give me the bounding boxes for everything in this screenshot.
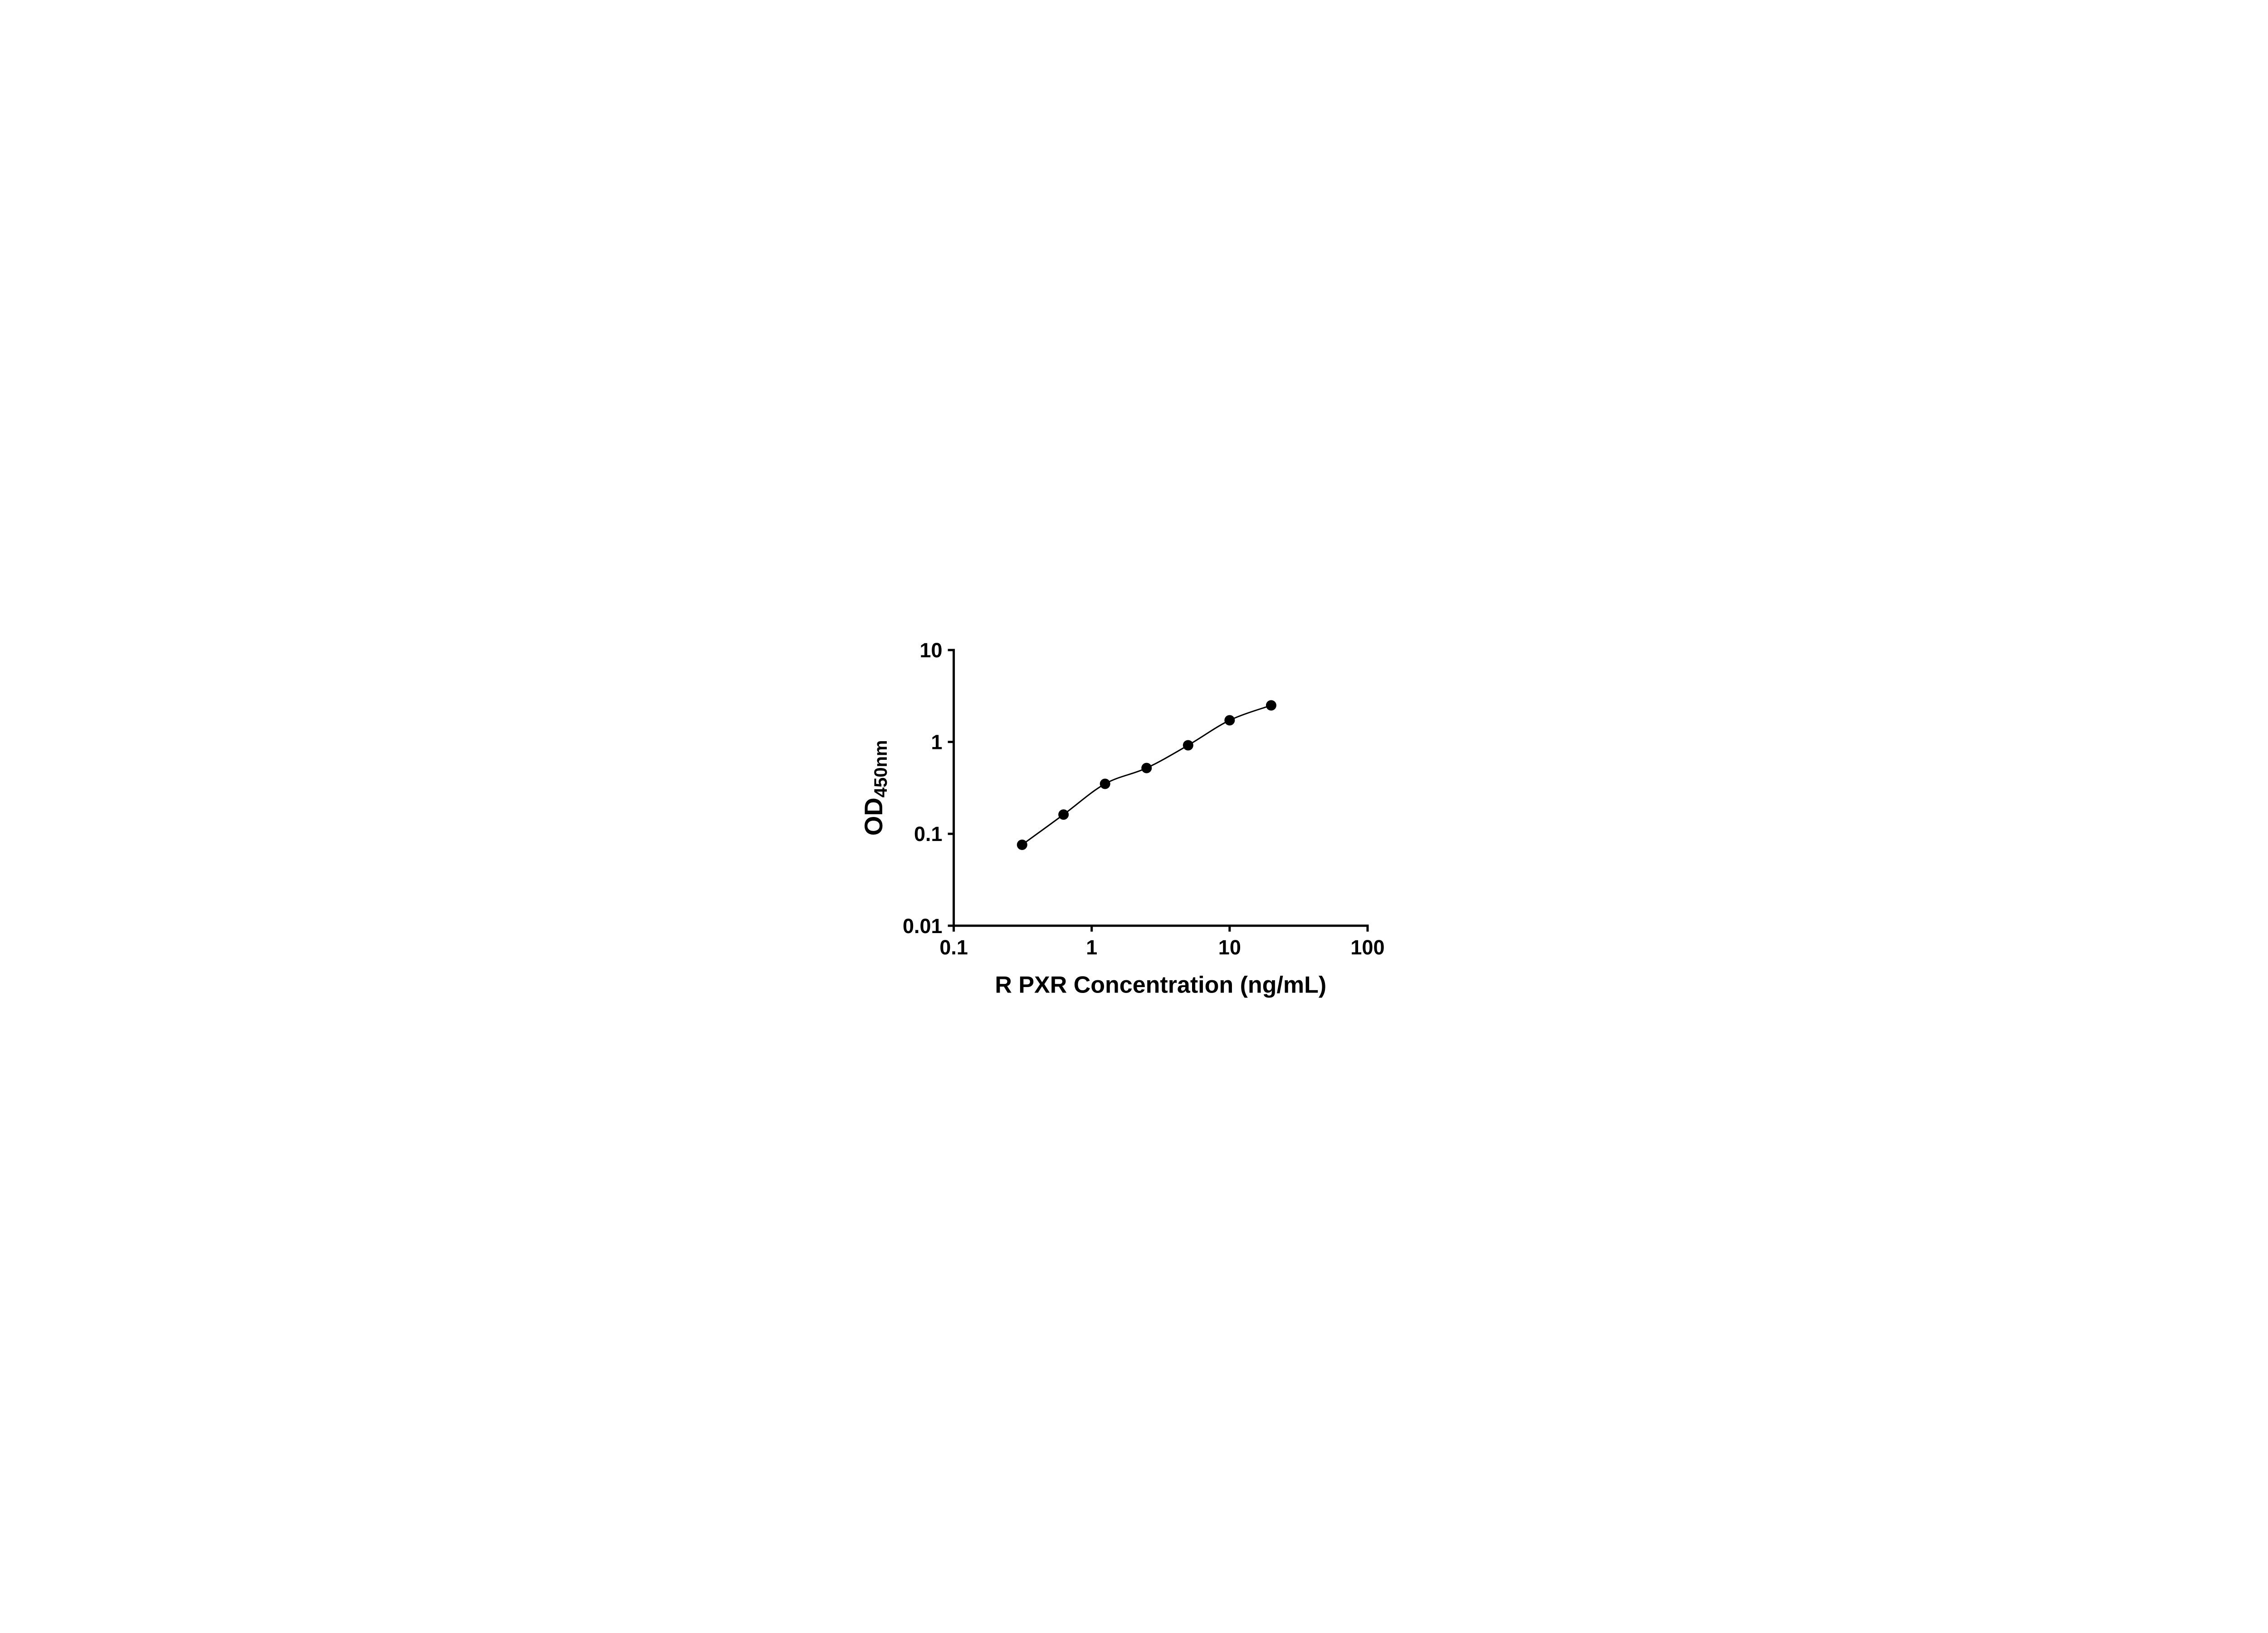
data-point (1100, 778, 1110, 789)
elisa-standard-curve-figure: 0.1 1 10 100 10 1 0.1 0.01 R PXR Concentration (… (842, 612, 1426, 1021)
data-point (1266, 700, 1276, 711)
y-tick-label: 1 (931, 730, 943, 753)
x-tick-label: 10 (1218, 936, 1241, 959)
x-axis-title: R PXR Concentration (ng/mL) (995, 972, 1326, 998)
fit-curve (1022, 704, 1271, 846)
data-point (1141, 763, 1152, 773)
x-tick-label: 1 (1086, 936, 1097, 959)
x-tick-label: 100 (1350, 936, 1384, 959)
data-point (1017, 839, 1027, 850)
data-point (1058, 809, 1069, 820)
y-tick-label: 0.1 (914, 822, 943, 846)
y-tick-label: 10 (920, 639, 943, 662)
y-axis-title: OD450nm (859, 740, 891, 836)
data-point (1224, 715, 1235, 726)
y-tick-label: 0.01 (903, 914, 943, 938)
data-point (1183, 740, 1193, 751)
x-tick-label: 0.1 (939, 936, 968, 959)
